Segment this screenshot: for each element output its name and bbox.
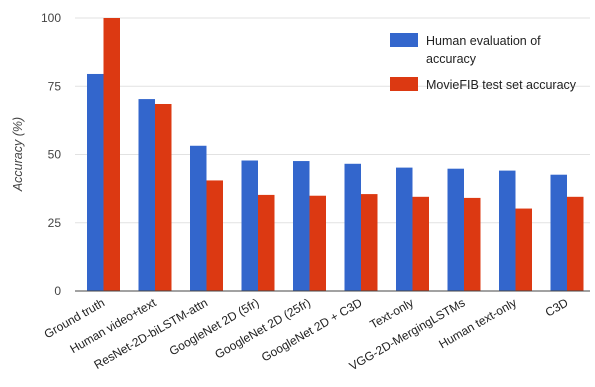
bar [567,196,584,291]
bar [344,163,361,291]
y-axis-ticks: 0 25 50 75 100 [41,11,61,298]
bar [447,168,464,291]
x-category-label: C3D [543,295,571,319]
legend-label: accuracy [426,52,477,66]
bar [206,180,223,291]
bar [309,195,326,291]
bar [155,103,172,292]
bar [190,145,207,291]
bar [550,174,567,291]
legend-swatch [390,77,418,91]
bar [103,18,120,291]
bar [515,208,532,291]
bar [464,197,481,291]
bar [87,73,104,291]
bar [499,170,516,291]
bar [396,167,413,291]
legend-label: Human evaluation of [426,34,541,48]
bar [138,99,155,292]
bar [241,160,258,291]
y-tick-label: 25 [48,216,62,230]
bar [258,194,275,291]
y-tick-label: 0 [54,284,61,298]
bar [361,194,378,291]
legend-swatch [390,33,418,47]
y-axis-title: Accuracy (%) [11,117,25,192]
bar [412,196,429,291]
y-tick-label: 100 [41,11,61,25]
y-tick-label: 75 [48,79,62,93]
y-tick-label: 50 [48,148,62,162]
legend-label: MovieFIB test set accuracy [426,78,577,92]
bar [293,161,310,291]
legend: Human evaluation of accuracy MovieFIB test… [390,33,577,92]
bars [87,18,584,292]
